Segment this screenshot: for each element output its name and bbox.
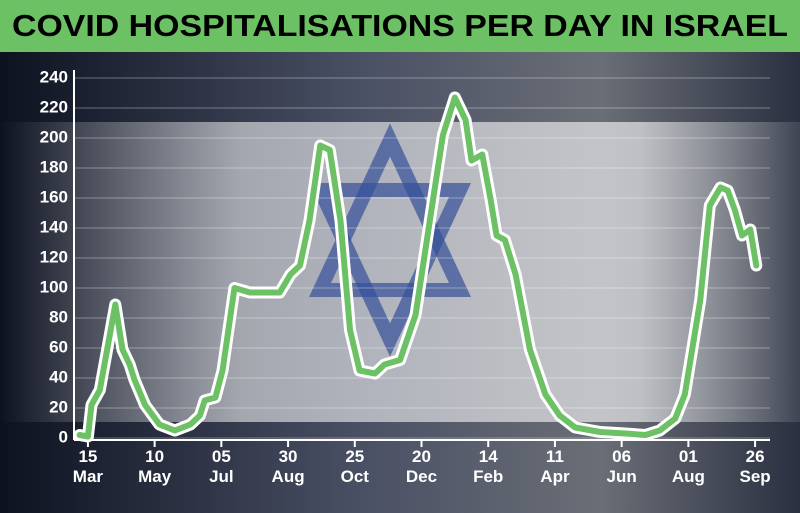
x-tick-label: 25 Oct	[340, 447, 369, 486]
y-tick-label: 120	[40, 247, 68, 266]
y-tick-label: 100	[40, 277, 68, 296]
title-banner	[0, 0, 800, 52]
y-tick-label: 160	[40, 187, 68, 206]
x-tick-label: 14 Feb	[473, 447, 504, 486]
y-tick-label: 20	[49, 397, 68, 416]
x-tick-label: 06 Jun	[606, 447, 637, 486]
x-tick-label: 26 Sep	[739, 447, 771, 486]
y-tick-label: 140	[40, 217, 68, 236]
y-tick-label: 40	[49, 367, 68, 386]
y-tick-label: 220	[40, 97, 68, 116]
y-tick-label: 0	[59, 427, 68, 446]
y-tick-label: 200	[40, 127, 68, 146]
y-tick-label: 80	[49, 307, 68, 326]
x-tick-label: 20 Dec	[405, 447, 438, 486]
x-tick-label: 01 Aug	[671, 447, 705, 486]
x-tick-label: 30 Aug	[271, 447, 305, 486]
line	[76, 94, 760, 440]
x-tick-label: 11 Apr	[540, 447, 570, 486]
x-tick-label: 05 Jul	[209, 447, 234, 486]
y-tick-label: 60	[49, 337, 68, 356]
y-tick-label: 240	[40, 67, 68, 86]
chart-title: COVID HOSPITALISATIONS PER DAY IN ISRAEL	[12, 8, 788, 43]
x-tick-label: 15 Mar	[72, 447, 104, 486]
x-tick-label: 10 May	[138, 447, 172, 486]
y-tick-label: 180	[40, 157, 68, 176]
